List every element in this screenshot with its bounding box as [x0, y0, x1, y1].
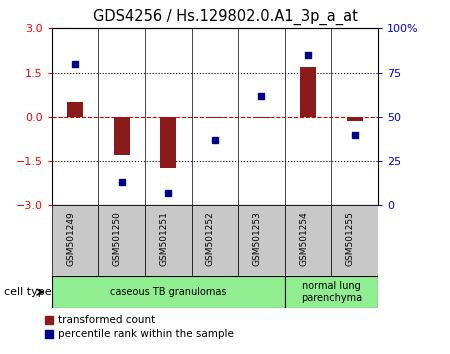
Bar — [285, 276, 378, 308]
Bar — [52, 276, 285, 308]
Text: GSM501254: GSM501254 — [299, 211, 308, 266]
Bar — [160, 117, 176, 169]
Text: GSM501255: GSM501255 — [346, 211, 355, 266]
Bar — [67, 102, 83, 117]
Bar — [113, 117, 130, 155]
Bar — [45, 330, 53, 338]
Text: transformed count: transformed count — [58, 315, 155, 325]
Text: GSM501252: GSM501252 — [206, 211, 215, 266]
Text: percentile rank within the sample: percentile rank within the sample — [58, 329, 234, 339]
Bar — [207, 117, 223, 118]
Bar — [285, 205, 331, 276]
Bar — [346, 117, 363, 121]
Text: GSM501253: GSM501253 — [252, 211, 261, 266]
Text: normal lung
parenchyma: normal lung parenchyma — [301, 281, 362, 303]
Bar — [192, 205, 238, 276]
Bar — [145, 205, 192, 276]
Bar — [99, 205, 145, 276]
Text: GSM501250: GSM501250 — [112, 211, 122, 266]
Bar — [45, 316, 53, 324]
Bar — [253, 117, 270, 118]
Bar — [52, 205, 99, 276]
Text: caseous TB granulomas: caseous TB granulomas — [110, 287, 226, 297]
Bar — [300, 67, 316, 117]
Text: cell type: cell type — [4, 287, 52, 297]
Bar — [331, 205, 378, 276]
Text: GSM501251: GSM501251 — [159, 211, 168, 266]
Text: GSM501249: GSM501249 — [66, 211, 75, 266]
Bar — [238, 205, 285, 276]
Text: GDS4256 / Hs.129802.0.A1_3p_a_at: GDS4256 / Hs.129802.0.A1_3p_a_at — [93, 9, 357, 25]
